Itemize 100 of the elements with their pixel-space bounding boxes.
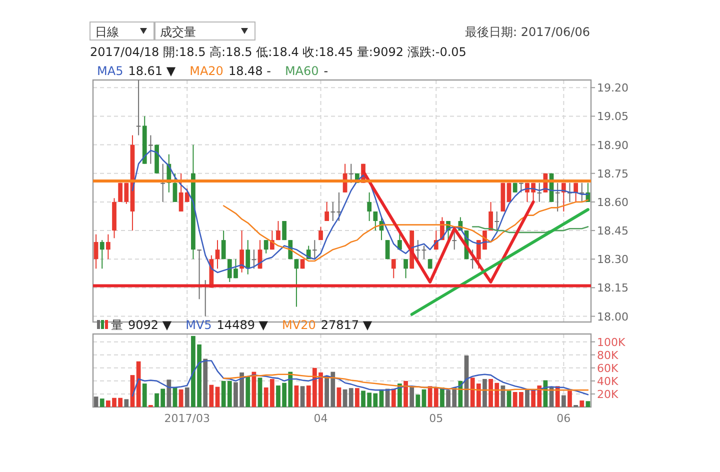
bar xyxy=(246,376,250,407)
bar xyxy=(209,384,214,407)
bar xyxy=(586,401,590,407)
y-tick-label: 18.90 xyxy=(597,138,628,152)
bar xyxy=(300,386,305,407)
bar xyxy=(215,386,220,407)
text: MV20 xyxy=(282,318,316,332)
candlestick xyxy=(100,240,104,270)
bar xyxy=(561,395,566,407)
y-tick-label: 100K xyxy=(597,336,626,349)
candlestick xyxy=(391,258,396,279)
text: 日線 xyxy=(95,25,119,39)
candlestick xyxy=(555,182,560,212)
y-tick-label: 18.30 xyxy=(597,253,628,266)
x-tick-label: 05 xyxy=(429,412,444,425)
candlestick xyxy=(452,230,457,250)
text: 成交量 xyxy=(160,25,196,39)
candlestick xyxy=(197,249,202,300)
line-series xyxy=(132,360,589,397)
candlestick xyxy=(282,220,286,241)
text: MA60 xyxy=(284,64,319,78)
candlestick xyxy=(312,240,317,260)
bar xyxy=(166,380,172,407)
text: MA5 xyxy=(97,64,124,78)
y-tick-label: 19.20 xyxy=(597,82,628,95)
annotation: 9092 ▼ xyxy=(128,318,172,332)
bar xyxy=(416,394,420,407)
candlestick xyxy=(367,192,372,222)
bar xyxy=(348,388,354,407)
candlestick xyxy=(264,240,268,254)
bar xyxy=(525,389,530,407)
legend-label: 量 xyxy=(111,318,123,332)
bar xyxy=(354,388,360,407)
candlestick xyxy=(348,163,354,184)
y-tick-label: 18.00 xyxy=(597,310,628,324)
candlestick xyxy=(580,182,584,202)
bar xyxy=(434,387,438,407)
candlestick xyxy=(574,182,578,202)
candlestick xyxy=(221,230,226,260)
y-tick-label: 19.05 xyxy=(597,110,628,124)
bar xyxy=(124,399,129,407)
y-tick-label: 18.15 xyxy=(597,282,628,295)
annotation: 27817 ▼ xyxy=(320,318,373,332)
y-tick-label: 18.45 xyxy=(597,224,628,238)
bar xyxy=(342,389,348,407)
bar xyxy=(391,388,396,407)
text: 18.61 ▼ xyxy=(128,64,176,78)
candlestick xyxy=(136,80,141,136)
y-tick-label: 20K xyxy=(597,388,619,401)
candlestick xyxy=(246,240,250,275)
bar xyxy=(440,387,444,407)
candlestick xyxy=(494,210,500,232)
candlestick xyxy=(215,240,220,270)
candlestick xyxy=(416,240,420,260)
chart-subtitle: 2017/04/18 開:18.5 高:18.5 低:18.4 收:18.45 量:9092 漲跌:-0.05 xyxy=(90,45,466,59)
y-tick-label: 18.75 xyxy=(597,167,628,180)
candlestick xyxy=(373,210,378,232)
line-series xyxy=(222,374,589,391)
candlestick xyxy=(252,249,256,270)
candlestick xyxy=(518,182,524,193)
candlestick xyxy=(506,182,512,202)
bar xyxy=(203,358,208,407)
candlestick xyxy=(404,258,408,279)
bar xyxy=(178,389,184,407)
annotation: 14489 ▼ xyxy=(216,318,269,332)
candlestick xyxy=(385,240,390,260)
candlestick xyxy=(488,201,493,232)
candlestick xyxy=(148,134,153,164)
candlestick xyxy=(106,234,110,260)
bar xyxy=(100,398,104,407)
y-tick-label: 80K xyxy=(597,348,619,362)
y-tick-label: 18.60 xyxy=(597,196,628,209)
bar xyxy=(410,386,414,407)
text: MV5 xyxy=(186,318,212,332)
y-tick-label: 60K xyxy=(597,362,619,375)
bar xyxy=(258,378,262,407)
bar xyxy=(568,390,572,407)
candlestick xyxy=(94,234,98,270)
bar xyxy=(404,380,408,407)
bar xyxy=(580,400,584,407)
x-tick-label: 06 xyxy=(556,412,571,425)
candlestick xyxy=(537,182,542,202)
candlestick xyxy=(324,201,330,222)
x-tick-label: 2017/03 xyxy=(164,412,210,425)
candlestick xyxy=(294,258,299,308)
bar xyxy=(422,389,426,407)
bar xyxy=(142,384,147,407)
candlestick xyxy=(172,172,178,202)
text: - xyxy=(324,64,328,78)
bar xyxy=(294,385,299,407)
candlestick xyxy=(160,163,166,202)
chart-title: 最後日期: 2017/06/06 xyxy=(464,25,590,39)
candlestick xyxy=(276,220,280,241)
candlestick xyxy=(240,230,244,273)
candlestick xyxy=(330,201,336,222)
text: 18.48 - xyxy=(228,64,271,78)
candlestick xyxy=(422,245,426,260)
candlestick xyxy=(318,226,323,241)
text: MA20 xyxy=(190,64,224,78)
bar xyxy=(184,387,190,407)
